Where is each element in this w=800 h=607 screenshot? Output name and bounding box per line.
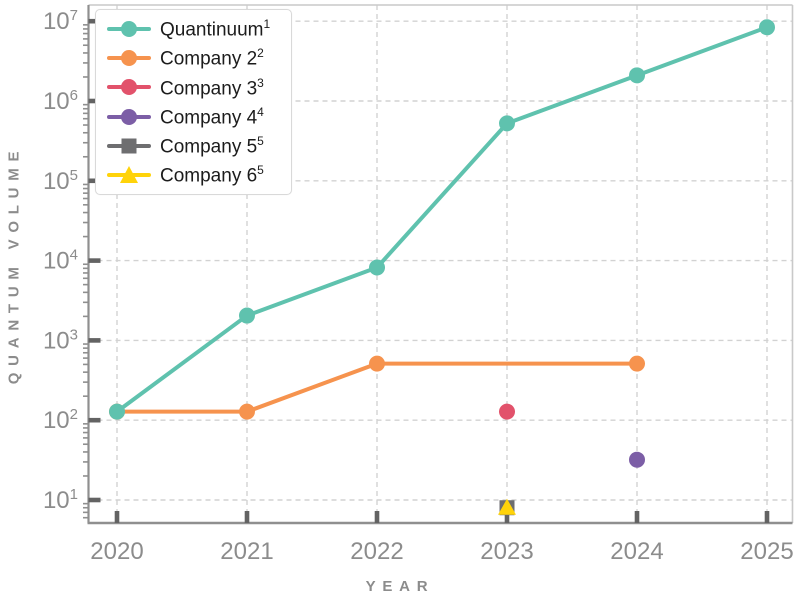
series-line bbox=[115, 361, 639, 414]
x-tick-label: 2022 bbox=[350, 538, 403, 565]
legend-item-company-2: Company 22 bbox=[106, 43, 291, 72]
legend-item-company-5: Company 55 bbox=[106, 131, 291, 160]
data-point bbox=[499, 403, 515, 420]
data-point bbox=[629, 451, 645, 468]
x-tick-label: 2023 bbox=[480, 538, 533, 565]
legend-footnote-sup: 1 bbox=[263, 16, 271, 31]
x-tick-label: 2020 bbox=[90, 538, 143, 565]
legend-item-company-6: Company 65 bbox=[106, 160, 291, 189]
legend-item-company-3: Company 33 bbox=[106, 73, 291, 102]
legend-label: Company 33 bbox=[160, 75, 264, 99]
data-point bbox=[239, 403, 255, 420]
legend-label: Quantinuum1 bbox=[160, 16, 271, 41]
x-tick-label: 2025 bbox=[740, 538, 793, 565]
circle-marker-icon bbox=[107, 108, 151, 125]
circle-marker-icon bbox=[107, 49, 151, 66]
circle-marker-icon bbox=[107, 20, 151, 37]
legend-footnote-sup: 4 bbox=[257, 104, 264, 119]
legend-item-quantinuum: Quantinuum1 bbox=[106, 14, 291, 43]
y-tick-label: 102 bbox=[43, 406, 78, 434]
x-tick-label: 2021 bbox=[220, 538, 273, 565]
y-tick-label: 104 bbox=[43, 247, 78, 275]
circle-marker-icon bbox=[107, 79, 151, 96]
x-axis-title: YEAR bbox=[365, 578, 435, 595]
y-tick-label: 103 bbox=[43, 326, 78, 354]
legend-footnote-sup: 3 bbox=[257, 75, 264, 90]
legend-footnote-sup: 2 bbox=[257, 46, 264, 61]
y-tick-label: 107 bbox=[43, 7, 78, 35]
data-point bbox=[498, 498, 516, 515]
legend-label: Company 44 bbox=[160, 104, 264, 129]
triangle-marker-icon bbox=[107, 166, 151, 184]
data-point bbox=[499, 115, 515, 132]
data-point bbox=[109, 403, 125, 420]
square-marker-icon bbox=[107, 138, 151, 154]
legend-label: Company 22 bbox=[160, 46, 264, 70]
data-point bbox=[239, 307, 255, 324]
legend-footnote-sup: 5 bbox=[257, 163, 264, 178]
legend-footnote-sup: 5 bbox=[257, 134, 264, 149]
legend-label: Company 65 bbox=[160, 163, 264, 187]
data-point bbox=[369, 259, 385, 276]
y-axis-title: QUANTUM VOLUME bbox=[5, 144, 23, 385]
legend-item-company-4: Company 44 bbox=[106, 102, 291, 131]
data-point bbox=[759, 19, 775, 36]
legend-label: Company 55 bbox=[160, 134, 264, 158]
series-line bbox=[115, 25, 769, 414]
y-tick-label: 106 bbox=[43, 87, 78, 115]
data-point bbox=[629, 67, 645, 84]
data-point bbox=[369, 355, 385, 372]
y-tick-label: 101 bbox=[43, 486, 78, 514]
y-tick-label: 105 bbox=[43, 167, 78, 195]
data-point bbox=[629, 355, 645, 372]
x-tick-label: 2024 bbox=[610, 538, 663, 565]
legend: Quantinuum1 Company 22 Company 33 Company 4… bbox=[95, 9, 292, 195]
